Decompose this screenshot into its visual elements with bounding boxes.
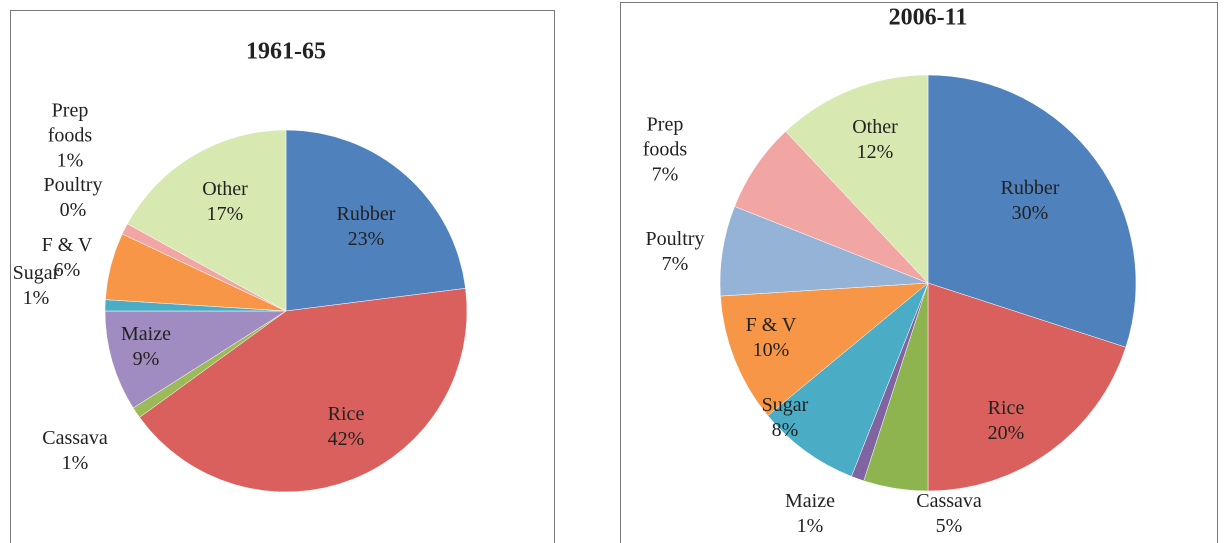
slice-name: Prep foods xyxy=(642,113,688,161)
slice-value: 42% xyxy=(327,428,365,450)
slice-label: Poultry 0% xyxy=(44,173,103,223)
slice-label: Rice 42% xyxy=(328,402,365,452)
pie-slice xyxy=(927,74,1137,348)
slice-value: 1% xyxy=(61,452,89,474)
pie-slice xyxy=(720,282,929,416)
chart-frame xyxy=(620,2,1218,543)
slice-label: Cassava 5% xyxy=(916,489,982,539)
slice-name: Other xyxy=(202,178,248,200)
slice-name: F & V xyxy=(745,314,797,336)
slice-name: Maize xyxy=(785,490,835,512)
pie-slice xyxy=(139,288,468,493)
slice-name: Rice xyxy=(327,403,365,425)
slice-value: 7% xyxy=(661,253,689,275)
slice-label: Prep foods 7% xyxy=(635,113,695,188)
slice-name: Other xyxy=(852,116,898,138)
slice-name: Cassava xyxy=(42,427,108,449)
pie-slice xyxy=(104,310,287,409)
slice-value: 12% xyxy=(856,141,894,163)
slice-name: Maize xyxy=(121,323,171,345)
slice-name: Sugar xyxy=(12,262,60,284)
slice-label: Sugar 8% xyxy=(762,393,809,443)
slice-value: 30% xyxy=(1011,202,1049,224)
slice-label: Poultry 7% xyxy=(646,227,705,277)
slice-name: Poultry xyxy=(645,228,705,250)
slice-name: Cassava xyxy=(916,490,982,512)
slice-value: 7% xyxy=(651,163,679,186)
slice-value: 23% xyxy=(347,228,385,250)
slice-label: Other 12% xyxy=(852,115,898,165)
slice-name: Rubber xyxy=(1000,177,1060,199)
slice-value: 17% xyxy=(206,203,244,225)
slice-label: Cassava 1% xyxy=(42,426,108,476)
chart-frame xyxy=(10,10,555,543)
pie-slice xyxy=(127,129,287,312)
slice-name: Rubber xyxy=(336,203,396,225)
slice-value: 9% xyxy=(132,348,160,370)
chart-title: 2006-11 xyxy=(888,4,968,31)
slice-value: 5% xyxy=(935,515,963,537)
slice-value: 20% xyxy=(987,422,1025,444)
pie-slice xyxy=(285,129,466,312)
slice-value: 10% xyxy=(752,339,790,361)
chart-title: 1961-65 xyxy=(246,38,326,65)
slice-value: 1% xyxy=(56,149,84,172)
slice-name: F & V xyxy=(41,234,93,256)
slice-value: 0% xyxy=(59,199,87,221)
slice-label: F & V 10% xyxy=(746,313,797,363)
pie-slice xyxy=(927,282,1127,492)
slice-label: Other 17% xyxy=(202,177,248,227)
slice-value: 1% xyxy=(22,287,50,309)
slice-label: Maize 1% xyxy=(785,489,835,539)
slice-name: Prep foods xyxy=(47,99,93,147)
slice-label: Rubber 23% xyxy=(337,202,396,252)
slice-label: Sugar 1% xyxy=(13,261,60,311)
slice-name: Rice xyxy=(987,397,1025,419)
slice-label: Prep foods 1% xyxy=(40,99,100,174)
slice-value: 6% xyxy=(53,259,81,281)
slice-label: F & V 6% xyxy=(42,233,93,283)
slice-label: Maize 9% xyxy=(121,322,171,372)
slice-name: Sugar xyxy=(761,394,809,416)
slice-value: 1% xyxy=(796,515,824,537)
slice-label: Rubber 30% xyxy=(1001,176,1060,226)
slice-name: Poultry xyxy=(43,174,103,196)
slice-label: Rice 20% xyxy=(988,396,1025,446)
slice-value: 8% xyxy=(771,419,799,441)
pie-slice xyxy=(785,74,929,284)
pie-slice xyxy=(767,282,929,477)
